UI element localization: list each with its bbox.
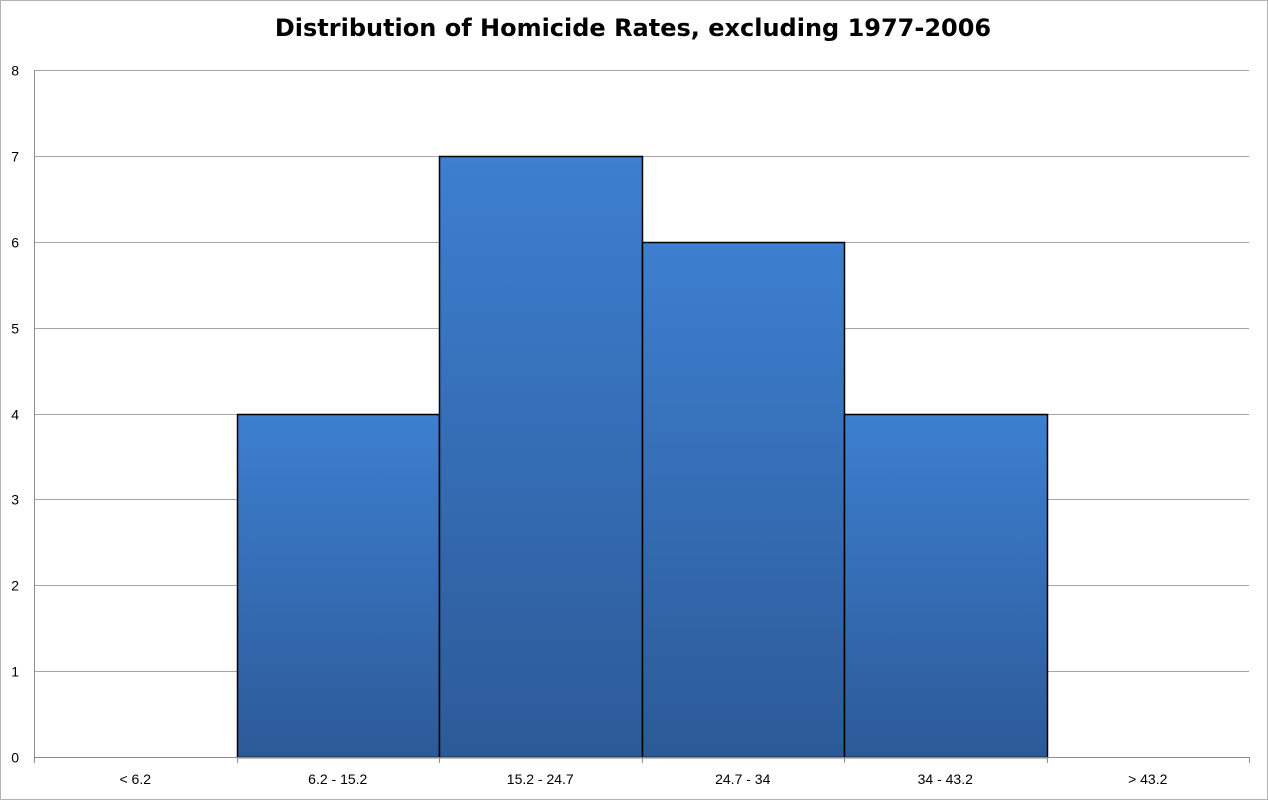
y-tick-label: 0 <box>11 750 19 766</box>
bar-6.2-15.2 <box>236 413 441 759</box>
y-tick-label: 5 <box>11 321 19 337</box>
y-tick-label: 3 <box>11 492 19 508</box>
y-tick-label: 8 <box>11 63 19 79</box>
y-tick-label: 7 <box>11 149 19 165</box>
x-tick-label: > 43.2 <box>1128 771 1168 787</box>
y-tick-label: 4 <box>11 407 19 423</box>
x-tick-label: 34 - 43.2 <box>918 771 973 787</box>
y-tick-label: 2 <box>11 578 19 594</box>
bar-24.7-34 <box>641 241 846 759</box>
bars <box>236 155 1049 759</box>
y-tick-label: 6 <box>11 235 19 251</box>
x-tick-label: 24.7 - 34 <box>715 771 770 787</box>
bar-15.2-24.7 <box>438 155 644 759</box>
x-tick-label: 6.2 - 15.2 <box>308 771 367 787</box>
bar-34-43.2 <box>843 413 1049 759</box>
x-tick-label: < 6.2 <box>119 771 151 787</box>
axes <box>34 70 1250 763</box>
tick-labels: 0 1 2 3 4 5 6 7 8 < 6.2 6.2 - 15.2 15.2 - 24.7 24.7 … <box>11 63 1167 788</box>
y-tick-label: 1 <box>11 664 19 680</box>
x-tick-label: 15.2 - 24.7 <box>507 771 574 787</box>
chart-title: Distribution of Homicide Rates, excludin… <box>274 14 992 42</box>
